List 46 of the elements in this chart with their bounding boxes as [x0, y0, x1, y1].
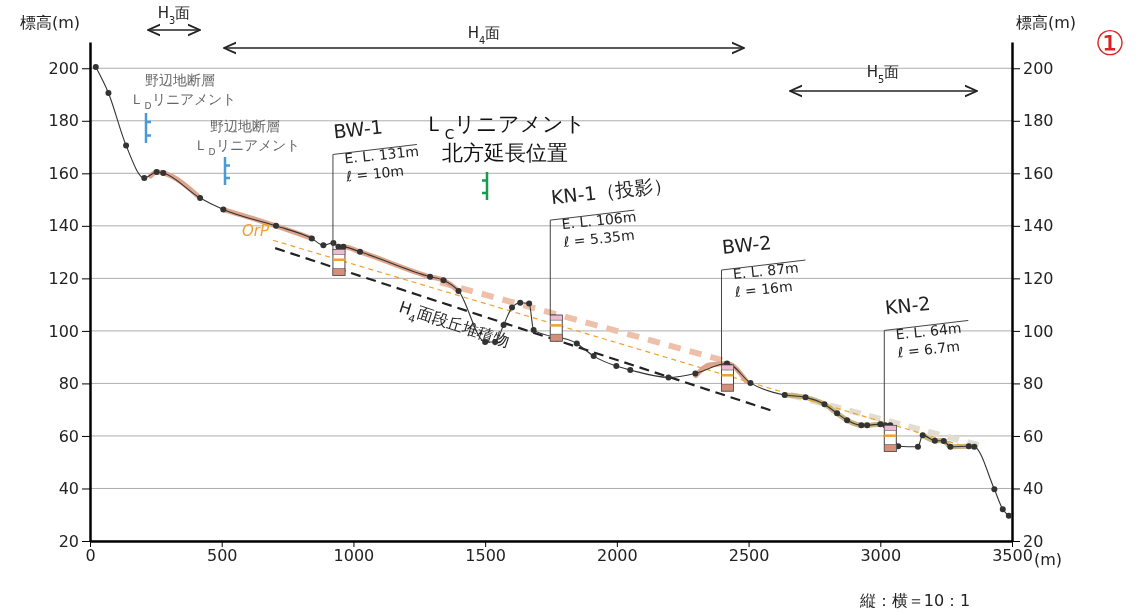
- y2-tick-label: 140: [1023, 216, 1054, 236]
- annotation: 野辺地断層: [210, 118, 280, 134]
- y-tick-label: 160: [48, 163, 79, 183]
- annotation: KN-1（投影） E. L. 106m ℓ = 5.35m: [549, 173, 674, 251]
- x-tick-label: 2500: [728, 546, 770, 566]
- annotation: Ｌ$_{C}$リニアメント: [423, 112, 587, 142]
- y-tick-label: 120: [48, 268, 79, 288]
- y2-axis-title: 標高(m): [1016, 13, 1077, 32]
- y-tick-label: 100: [48, 321, 79, 341]
- annotation: 野辺地断層: [145, 72, 215, 88]
- y2-tick-label: 100: [1023, 321, 1054, 341]
- y2-tick-label: 60: [1023, 426, 1044, 446]
- y2-tick-label: 200: [1023, 58, 1054, 78]
- y2-tick-label: 80: [1023, 374, 1044, 394]
- x-tick-label: 500: [206, 546, 238, 566]
- text: H$_{3}$面: [157, 4, 191, 26]
- y-tick-label: 80: [58, 374, 79, 394]
- annotation: BW-2 E. L. 87m ℓ = 16m: [720, 231, 800, 301]
- x-tick-label: 1000: [333, 546, 375, 566]
- x-tick-label: 1500: [465, 546, 506, 566]
- annotation: Ｌ$_{D}$リニアメント: [194, 137, 300, 157]
- y-tick-label: 60: [58, 426, 79, 446]
- annotation: 北方延長位置: [442, 141, 568, 165]
- y-axis-title: 標高(m): [20, 13, 81, 32]
- y-tick-label: 40: [58, 479, 79, 499]
- y2-tick-label: 180: [1023, 111, 1054, 131]
- y-tick-label: 20: [58, 531, 79, 551]
- x-tick-label: 2000: [597, 546, 638, 566]
- x-tick-label: 3000: [860, 546, 902, 566]
- y-tick-label: 140: [48, 216, 79, 236]
- x-tick-label: 0: [85, 546, 96, 566]
- x-axis-title: (m): [1034, 550, 1063, 569]
- y2-tick-label: 120: [1023, 268, 1054, 288]
- annotation: BW-1 E. L. 131m ℓ = 10m: [332, 115, 420, 185]
- text: ①: [1094, 23, 1126, 63]
- y2-tick-label: 160: [1023, 163, 1054, 183]
- annotation: Ｌ$_{D}$リニアメント: [130, 91, 236, 111]
- series-label: OrP: [242, 222, 271, 241]
- y-tick-label: 200: [48, 58, 79, 78]
- annotation: KN-2 E. L. 64m ℓ = 6.7m: [883, 291, 963, 361]
- y-tick-label: 180: [48, 111, 79, 131]
- annotation: H$_{5}$面: [866, 63, 900, 85]
- text: 縦：横＝10：1: [858, 591, 971, 610]
- annotation: H$_{4}$面: [467, 24, 501, 46]
- y2-tick-label: 40: [1023, 479, 1044, 499]
- x-tick-label: 3500: [992, 546, 1033, 566]
